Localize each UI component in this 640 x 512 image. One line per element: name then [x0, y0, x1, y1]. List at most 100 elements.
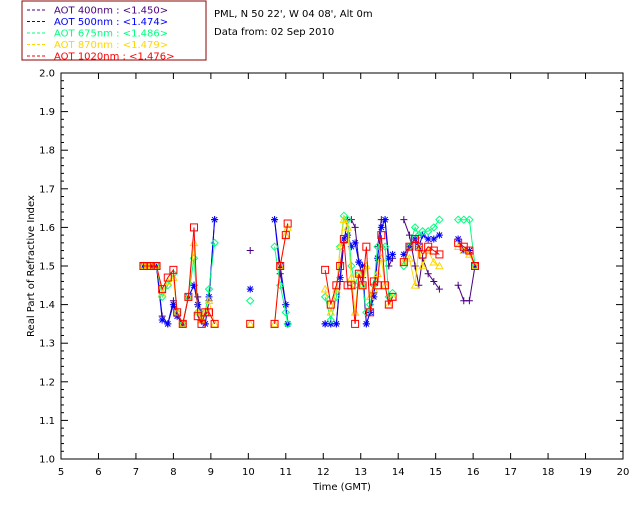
- diamond-marker: [210, 238, 219, 248]
- square-marker: [471, 262, 480, 270]
- asterisk-marker: [362, 320, 370, 328]
- triangle-marker: [178, 319, 188, 328]
- square-marker: [418, 250, 427, 259]
- series-line: [403, 219, 440, 290]
- diamond-marker: [410, 223, 420, 232]
- square-marker: [336, 262, 345, 270]
- plus-marker: [465, 297, 473, 305]
- series-line: [143, 227, 216, 326]
- series-5: [139, 219, 480, 328]
- triangle-marker: [189, 238, 199, 247]
- triangle-marker: [347, 273, 356, 281]
- triangle-marker: [184, 292, 193, 301]
- asterisk-marker: [400, 250, 408, 258]
- y-axis-label: Real Part of Refractive Index: [26, 195, 37, 337]
- y-tick-label: 1.2: [39, 377, 55, 388]
- x-tick-label: 10: [242, 467, 255, 478]
- series-line: [324, 217, 394, 313]
- asterisk-marker: [385, 254, 393, 262]
- diamond-marker: [459, 215, 468, 224]
- legend-entry: AOT 675nm : <1.486>: [54, 29, 168, 40]
- series-line: [457, 265, 476, 302]
- triangle-marker: [320, 284, 330, 293]
- x-tick-label: 17: [504, 467, 517, 478]
- x-tick-label: 8: [170, 467, 176, 478]
- diamond-marker: [429, 223, 439, 232]
- square-marker: [377, 231, 386, 240]
- triangle-marker: [380, 280, 390, 289]
- diamond-marker: [270, 242, 279, 251]
- x-tick-label: 11: [279, 467, 292, 478]
- square-marker: [204, 308, 213, 317]
- asterisk-marker: [347, 243, 355, 251]
- series-line: [274, 246, 289, 324]
- legend-entry: AOT 1020nm : <1.476>: [54, 52, 174, 63]
- series-line: [143, 219, 216, 326]
- square-marker: [384, 300, 393, 309]
- plus-marker: [400, 216, 408, 224]
- plus-marker: [430, 277, 438, 285]
- square-marker: [411, 234, 420, 243]
- legend: AOT 400nm : <1.450>AOT 500nm : <1.474>AO…: [21, 0, 207, 63]
- diamond-marker: [275, 281, 285, 290]
- triangle-marker: [335, 242, 345, 250]
- square-marker: [210, 319, 219, 328]
- triangle-marker: [270, 319, 279, 328]
- diamond-marker: [373, 242, 382, 251]
- asterisk-marker: [471, 262, 479, 270]
- square-marker: [405, 242, 414, 251]
- square-marker: [414, 242, 423, 251]
- triangle-marker: [429, 257, 439, 266]
- square-marker: [158, 285, 167, 294]
- square-marker: [332, 281, 341, 290]
- asterisk-marker: [351, 239, 359, 247]
- square-marker: [276, 262, 285, 270]
- axis-ticks: 5 6 7 8 9 10 11 12 13 14 15 16 17 18 19 20 1.0 1.1 1.2 1.3 1…: [39, 69, 629, 479]
- legend-entry: AOT 500nm : <1.474>: [54, 17, 168, 28]
- square-marker: [339, 234, 348, 243]
- triangle-marker: [470, 261, 480, 270]
- x-tick-label: 12: [317, 467, 330, 478]
- diamond-marker: [347, 261, 356, 271]
- series-line: [274, 223, 289, 324]
- triangle-marker: [343, 222, 352, 231]
- asterisk-marker: [355, 258, 363, 266]
- asterisk-marker: [332, 320, 340, 328]
- series-line: [324, 235, 394, 324]
- asterisk-marker: [271, 216, 279, 224]
- x-tick-label: 7: [133, 467, 139, 478]
- diamond-marker: [418, 227, 427, 236]
- x-tick-label: 16: [467, 467, 480, 478]
- asterisk-marker: [370, 293, 378, 301]
- asterisk-marker: [169, 301, 177, 309]
- square-marker: [163, 273, 172, 282]
- asterisk-marker: [377, 223, 385, 231]
- square-marker: [354, 269, 363, 278]
- y-tick-label: 1.9: [39, 107, 55, 118]
- asterisk-marker: [424, 235, 432, 243]
- series-line: [457, 242, 476, 267]
- asterisk-marker: [282, 301, 290, 309]
- square-marker: [146, 262, 155, 270]
- x-tick-label: 9: [208, 467, 214, 478]
- triangle-marker: [339, 215, 349, 223]
- diamond-marker: [453, 215, 463, 224]
- asterisk-marker: [430, 235, 438, 243]
- square-marker: [362, 242, 371, 251]
- triangle-marker: [204, 296, 214, 305]
- square-marker: [178, 319, 187, 328]
- asterisk-marker: [321, 320, 329, 328]
- diamond-marker: [423, 227, 433, 236]
- square-marker: [465, 246, 474, 255]
- triangle-marker: [210, 319, 219, 328]
- triangle-marker: [281, 230, 291, 239]
- triangle-marker: [373, 269, 382, 278]
- diamond-marker: [332, 292, 341, 302]
- asterisk-marker: [336, 274, 344, 282]
- x-tick-label: 14: [392, 467, 405, 478]
- triangle-marker: [399, 257, 409, 266]
- square-marker: [388, 292, 397, 301]
- x-tick-label: 18: [542, 467, 555, 478]
- diamond-marker: [326, 315, 335, 325]
